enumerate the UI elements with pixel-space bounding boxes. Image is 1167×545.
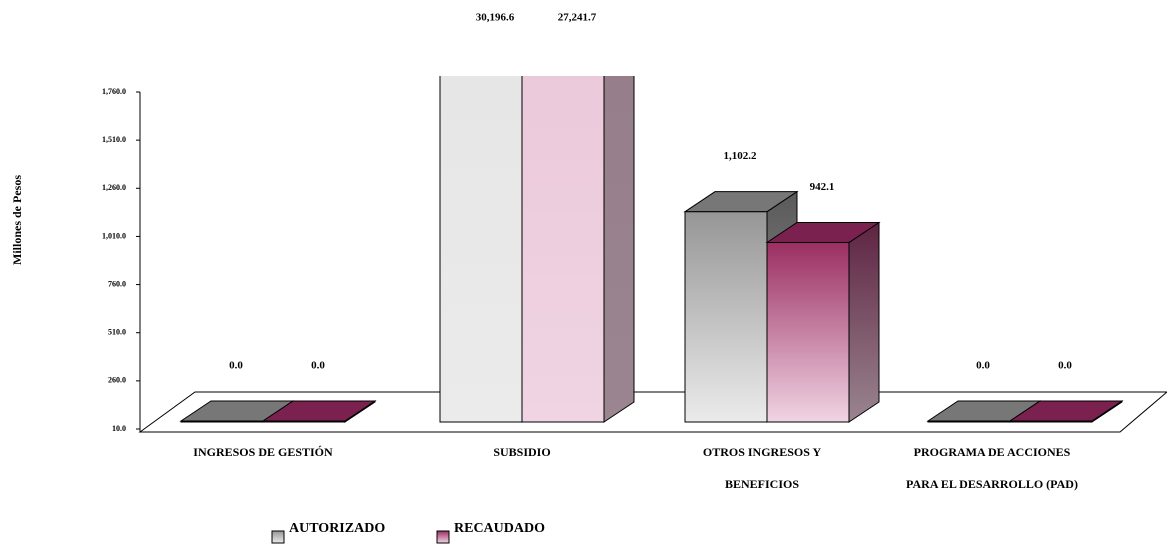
legend-swatch — [271, 530, 285, 544]
y-axis-label: Millones de Pesos — [10, 175, 24, 265]
y-tick-label: 1,760.0 — [102, 87, 126, 96]
x-tick-label: OTROS INGRESOS Y BENEFICIOS — [702, 445, 822, 491]
x-tick-label: PROGRAMA DE ACCIONES PARA EL DESARROLLO … — [906, 445, 1078, 491]
bar-front — [766, 242, 850, 423]
bar — [521, 76, 635, 423]
legend-label: RECAUDADO — [454, 521, 545, 536]
value-label: 0.0 — [976, 360, 990, 372]
bar — [1008, 400, 1124, 423]
legend-label: AUTORIZADO — [289, 521, 385, 536]
bar-top — [765, 222, 881, 244]
value-label: 1,102.2 — [724, 150, 758, 162]
x-tick-label: INGRESOS DE GESTIÓN — [193, 445, 333, 459]
bar-top — [683, 191, 799, 213]
x-tick-label: SUBSIDIO — [493, 445, 551, 459]
bar-front — [684, 211, 768, 423]
bar-side — [603, 76, 635, 423]
value-label: 0.0 — [1058, 360, 1072, 372]
bars — [179, 76, 1124, 423]
bar — [261, 400, 377, 423]
value-label: 0.0 — [229, 360, 243, 372]
legend-swatch — [436, 530, 450, 544]
bar-side — [848, 221, 880, 423]
y-tick-label: 760.0 — [108, 279, 126, 288]
bar — [765, 221, 881, 423]
bar-front — [439, 76, 523, 423]
y-tick-label: 1,510.0 — [102, 135, 126, 144]
floor — [138, 391, 1167, 433]
value-label: 30,196.6 — [476, 12, 515, 24]
bar-top — [261, 400, 377, 422]
bar-front — [521, 76, 605, 423]
value-label: 0.0 — [311, 360, 325, 372]
value-label: 942.1 — [810, 181, 835, 193]
bar-top — [1008, 400, 1124, 422]
y-tick-label: 510.0 — [108, 328, 126, 337]
value-label: 27,241.7 — [558, 12, 597, 24]
y-tick-label: 1,010.0 — [102, 231, 126, 240]
y-tick-label: 1,260.0 — [102, 183, 126, 192]
y-tick-label: 260.0 — [108, 376, 126, 385]
y-tick-label: 10.0 — [112, 424, 126, 433]
